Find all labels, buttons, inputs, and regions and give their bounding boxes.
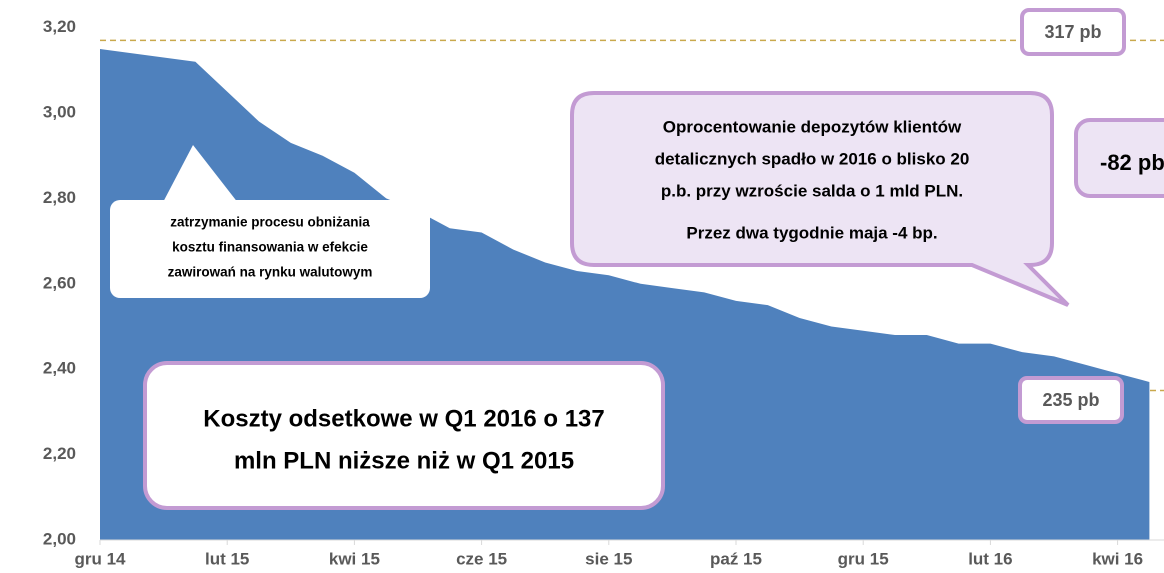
annotation-text: -82 pb — [1100, 150, 1164, 175]
y-tick-label: 2,20 — [43, 444, 76, 463]
reference-label-box — [1018, 376, 1124, 424]
x-tick-label: paź 15 — [710, 549, 762, 568]
callout-box — [143, 361, 665, 510]
x-tick-label: sie 15 — [585, 549, 632, 568]
callout-box — [110, 200, 430, 298]
annotation-text: zawirowań na rynku walutowym — [168, 265, 373, 280]
annotation-text: Koszty odsetkowe w Q1 2016 o 137 — [203, 405, 605, 432]
y-tick-label: 2,00 — [43, 529, 76, 548]
x-tick-label: kwi 15 — [329, 549, 380, 568]
y-tick-label: 2,60 — [43, 273, 76, 292]
reference-label: 317 pb — [1044, 22, 1101, 42]
annotation-text: detalicznych spadło w 2016 o blisko 20 — [655, 149, 970, 168]
x-tick-label: gru 14 — [74, 549, 126, 568]
reference-label-box — [1020, 8, 1126, 56]
x-tick-label: lut 15 — [205, 549, 249, 568]
x-tick-label: gru 15 — [838, 549, 889, 568]
annotation-text: p.b. przy wzroście salda o 1 mld PLN. — [661, 181, 963, 200]
reference-label: 235 pb — [1042, 390, 1099, 410]
x-tick-label: cze 15 — [456, 549, 507, 568]
y-tick-label: 2,40 — [43, 359, 76, 378]
annotation-text: Oprocentowanie depozytów klientów — [663, 117, 962, 136]
y-tick-label: 3,00 — [43, 102, 76, 121]
x-tick-label: lut 16 — [968, 549, 1012, 568]
y-tick-label: 2,80 — [43, 188, 76, 207]
annotation-text: Przez dwa tygodnie maja -4 bp. — [686, 223, 937, 242]
annotation-text: zatrzymanie procesu obniżania — [170, 215, 370, 230]
callout-pointer — [160, 145, 242, 208]
x-tick-label: kwi 16 — [1092, 549, 1143, 568]
annotation-text: mln PLN niższe niż w Q1 2015 — [234, 447, 574, 474]
y-tick-label: 3,20 — [43, 17, 76, 36]
speech-bubble — [570, 91, 1070, 307]
callout-box — [1074, 118, 1164, 198]
annotation-text: kosztu finansowania w efekcie — [172, 240, 368, 255]
